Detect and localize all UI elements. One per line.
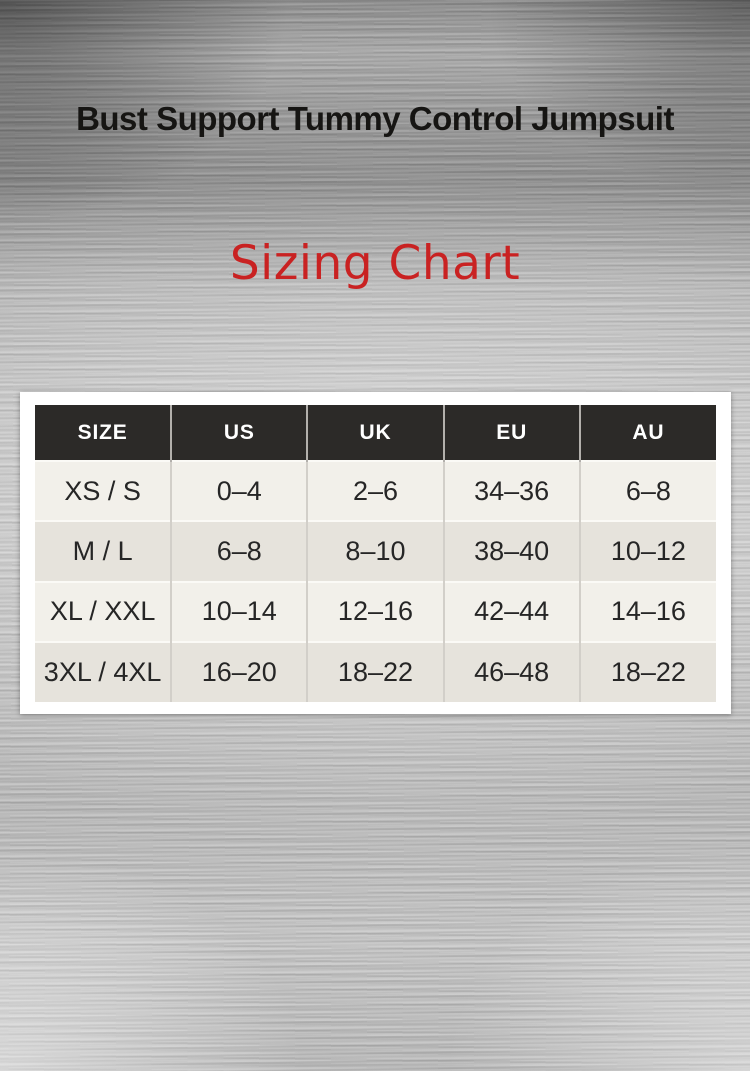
size-range-cell: 38–40 [442, 520, 580, 582]
column-header-us: US [170, 405, 308, 461]
row-label-cell: M / L [35, 520, 172, 582]
table-row: M / L 6–8 8–10 38–40 10–12 [35, 520, 716, 582]
size-range-cell: 42–44 [442, 580, 580, 642]
column-header-au: AU [578, 405, 716, 461]
size-range-cell: 16–20 [170, 640, 308, 702]
size-range-cell: 12–16 [306, 580, 444, 642]
size-range-cell: 6–8 [170, 520, 308, 582]
size-table: SIZE US UK EU AU XS / S 0–4 2–6 34–36 6–8 M / L 6–… [35, 405, 716, 702]
table-row: XS / S 0–4 2–6 34–36 6–8 [35, 459, 716, 522]
sizing-chart-heading: Sizing Chart [229, 236, 521, 291]
row-label-cell: 3XL / 4XL [35, 640, 172, 702]
product-title: Bust Support Tummy Control Jumpsuit [76, 100, 674, 137]
size-table-header-row: SIZE US UK EU AU [35, 405, 716, 461]
size-range-cell: 8–10 [306, 520, 444, 582]
size-range-cell: 46–48 [442, 640, 580, 702]
size-range-cell: 18–22 [578, 640, 716, 702]
table-row: XL / XXL 10–14 12–16 42–44 14–16 [35, 580, 716, 642]
size-range-cell: 10–12 [578, 520, 716, 582]
column-header-eu: EU [442, 405, 580, 461]
column-header-uk: UK [306, 405, 444, 461]
column-header-size: SIZE [35, 405, 172, 461]
size-range-cell: 18–22 [306, 640, 444, 702]
size-range-cell: 0–4 [170, 459, 308, 522]
row-label-cell: XS / S [35, 459, 172, 522]
size-range-cell: 10–14 [170, 580, 308, 642]
table-row: 3XL / 4XL 16–20 18–22 46–48 18–22 [35, 640, 716, 702]
size-table-body: XS / S 0–4 2–6 34–36 6–8 M / L 6–8 8–10 38–40 10–… [35, 459, 716, 702]
size-table-card: SIZE US UK EU AU XS / S 0–4 2–6 34–36 6–8 M / L 6–… [20, 392, 731, 714]
size-range-cell: 14–16 [578, 580, 716, 642]
size-range-cell: 2–6 [306, 459, 444, 522]
size-range-cell: 6–8 [578, 459, 716, 522]
size-range-cell: 34–36 [442, 459, 580, 522]
row-label-cell: XL / XXL [35, 580, 172, 642]
